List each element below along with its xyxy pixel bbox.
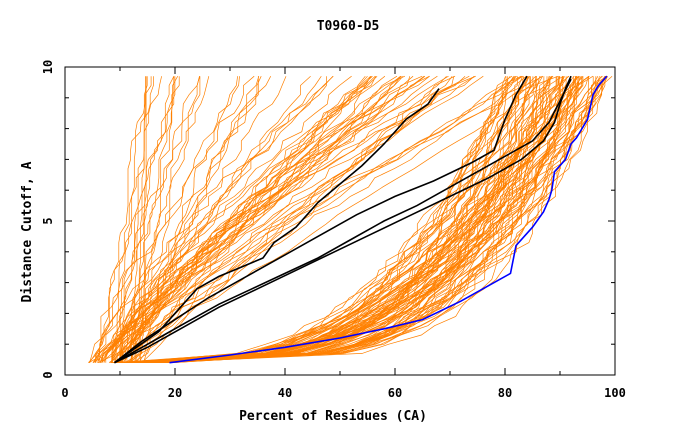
model-curve [124, 76, 608, 364]
model-curve [142, 75, 580, 364]
model-curve [97, 75, 559, 363]
model-curve [89, 75, 334, 363]
highlight-model-line [114, 78, 572, 364]
x-tick-label: 0 [61, 386, 68, 400]
model-curve [120, 75, 527, 364]
model-curve [120, 76, 210, 363]
model-curve [116, 75, 476, 363]
model-curve [101, 75, 475, 363]
model-curve [105, 75, 372, 363]
model-curve [145, 76, 606, 364]
model-curve [100, 75, 371, 363]
model-curve [143, 76, 531, 364]
model-curve [122, 76, 567, 364]
model-curve [89, 76, 200, 363]
model-curve [116, 75, 311, 363]
y-tick-label: 10 [41, 60, 55, 74]
model-curve [116, 76, 175, 363]
y-tick-label: 5 [41, 217, 55, 224]
model-curve [164, 75, 584, 364]
series-lines [114, 75, 608, 364]
model-curve [110, 76, 201, 363]
model-curve [119, 75, 373, 363]
model-curve [133, 76, 259, 363]
model-curve [95, 75, 334, 363]
model-curve [136, 76, 538, 364]
model-curve [88, 76, 175, 363]
highlight-model-line [114, 75, 528, 364]
background-model-lines [88, 75, 613, 364]
model-curve [138, 75, 484, 363]
model-curve [129, 75, 398, 363]
model-curve [110, 76, 152, 363]
model-curve [115, 75, 544, 364]
model-curve [131, 76, 148, 363]
model-curve [143, 76, 238, 363]
model-curve [131, 76, 559, 364]
model-curve [101, 75, 404, 363]
model-curve [95, 75, 255, 363]
model-curve [127, 76, 455, 363]
model-curve [128, 76, 528, 364]
model-curve [141, 75, 453, 363]
x-tick-label: 20 [168, 386, 182, 400]
x-tick-label: 60 [388, 386, 402, 400]
x-axis-label: Percent of Residues (CA) [239, 409, 427, 424]
model-curve [140, 76, 506, 364]
best-model-line [169, 75, 608, 364]
model-curve [93, 75, 430, 363]
model-curve [143, 76, 602, 364]
highlight-model-line [114, 75, 572, 364]
model-curve [124, 75, 476, 363]
model-curve [147, 76, 530, 364]
model-curve [135, 76, 537, 364]
highlight-model-line [114, 88, 440, 364]
y-axis-label: Distance Cutoff, A [20, 161, 35, 302]
model-curve [135, 75, 511, 364]
model-curve [118, 76, 582, 364]
y-tick-label: 0 [41, 371, 55, 378]
model-curve [103, 75, 352, 363]
model-curve [148, 76, 590, 364]
model-curve [128, 75, 386, 363]
model-curve [93, 75, 425, 363]
model-curve [118, 75, 376, 363]
model-curve [99, 76, 154, 363]
model-curve [116, 76, 553, 364]
model-curve [138, 75, 542, 364]
model-curve [120, 76, 564, 364]
model-curve [170, 75, 603, 364]
x-tick-label: 100 [604, 386, 626, 400]
x-tick-label: 40 [278, 386, 292, 400]
model-curve [135, 76, 577, 364]
x-tick-label: 80 [498, 386, 512, 400]
model-curve [92, 76, 162, 363]
model-curve [128, 76, 561, 364]
model-curve [139, 76, 607, 364]
model-curve [97, 75, 466, 364]
model-curve [133, 76, 516, 364]
model-curve [126, 76, 327, 363]
chart-title: T0960-D5 [317, 19, 380, 34]
model-curve [165, 76, 582, 364]
model-curve [146, 76, 574, 364]
model-curve [111, 76, 262, 363]
model-curve [132, 76, 580, 364]
model-curve [156, 75, 613, 364]
model-curve [101, 75, 423, 363]
axis-ticks: 0 20 40 60 80 100 0 5 10 [41, 60, 626, 400]
model-curve [99, 75, 449, 363]
model-curve [147, 76, 558, 364]
model-curve [165, 76, 563, 364]
